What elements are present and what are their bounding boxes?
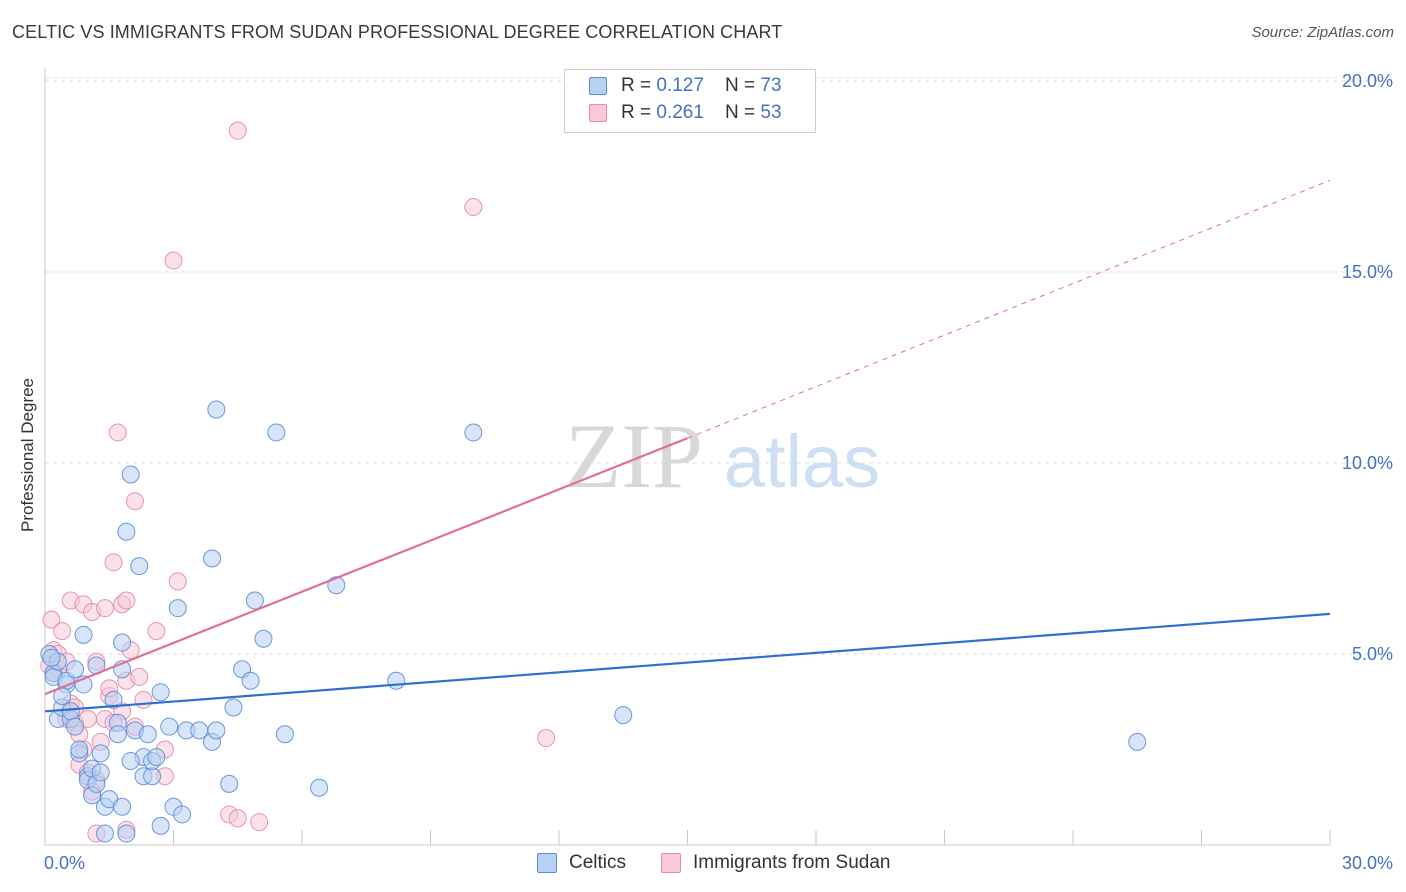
- sudan-point: [95, 599, 114, 618]
- celtics-point: [108, 725, 127, 744]
- bottom-legend-swatch-sudan: [661, 853, 681, 873]
- sudan-point: [168, 572, 187, 591]
- celtics-point: [207, 400, 226, 419]
- correlation-legend: R = 0.127 N = 73 R = 0.261 N = 53: [564, 69, 816, 133]
- celtics-point: [117, 824, 136, 843]
- celtics-point: [151, 816, 170, 835]
- y-tick-label: 15.0%: [1342, 262, 1393, 282]
- sudan-point: [104, 553, 123, 572]
- celtics-point: [245, 591, 264, 610]
- y-tick-label: 20.0%: [1342, 71, 1393, 91]
- celtics-point: [203, 549, 222, 568]
- celtics-point: [121, 465, 140, 484]
- watermark-zip: ZIP: [565, 405, 703, 507]
- celtics-point: [74, 625, 93, 644]
- celtics-trend-line: [44, 612, 1331, 713]
- legend-swatch-sudan: [589, 104, 607, 122]
- legend-text-celtics: R = 0.127 N = 73: [621, 75, 782, 96]
- sudan-point: [164, 251, 183, 270]
- sudan-point: [108, 423, 127, 442]
- celtics-point: [91, 744, 110, 763]
- sudan-point: [125, 492, 144, 511]
- celtics-point: [327, 576, 346, 595]
- celtics-point: [173, 805, 192, 824]
- tick-labels: 5.0% 10.0% 15.0% 20.0% 0.0% 30.0%: [44, 71, 1393, 873]
- celtics-point: [130, 557, 149, 576]
- celtics-point: [147, 748, 166, 767]
- celtics-point: [113, 797, 132, 816]
- trend-lines: [44, 179, 1331, 713]
- bottom-legend-label-celtics: Celtics: [569, 852, 627, 873]
- celtics-point: [267, 423, 286, 442]
- watermark-atlas: atlas: [724, 420, 880, 503]
- sudan-point: [117, 591, 136, 610]
- celtics-point: [254, 629, 273, 648]
- celtics-point: [113, 633, 132, 652]
- sudan-point: [228, 809, 247, 828]
- celtics-point: [464, 423, 483, 442]
- celtics-point: [1128, 732, 1147, 751]
- bottom-legend-swatch-celtics: [537, 853, 557, 873]
- celtics-point: [117, 522, 136, 541]
- legend-swatch-celtics: [589, 77, 607, 95]
- source-label: Source: ZipAtlas.com: [1251, 24, 1394, 41]
- sudan-point: [537, 729, 556, 748]
- axes: [44, 68, 1331, 846]
- legend-text-sudan: R = 0.261 N = 53: [621, 102, 782, 123]
- x-tick-label: 30.0%: [1342, 853, 1393, 873]
- celtics-point: [143, 767, 162, 786]
- celtics-point: [387, 671, 406, 690]
- celtics-point: [42, 648, 61, 667]
- celtics-point: [121, 751, 140, 770]
- celtics-point: [151, 683, 170, 702]
- sudan-point: [250, 813, 269, 832]
- sudan-point: [42, 610, 61, 629]
- celtics-point: [104, 690, 123, 709]
- celtics-point: [275, 725, 294, 744]
- grid: [45, 77, 1392, 655]
- y-tick-label: 5.0%: [1352, 644, 1393, 664]
- sudan-point: [228, 121, 247, 140]
- celtics-point: [65, 660, 84, 679]
- sudan-trend-line: [44, 437, 688, 696]
- celtics-point: [224, 698, 243, 717]
- sudan-point: [134, 690, 153, 709]
- bottom-legend-label-sudan: Immigrants from Sudan: [693, 852, 891, 873]
- sudan-point: [464, 198, 483, 217]
- sudan-point: [53, 622, 72, 641]
- celtics-point: [168, 599, 187, 618]
- sudan-point: [130, 667, 149, 686]
- data-points: [40, 121, 1147, 843]
- celtics-point: [220, 774, 239, 793]
- sudan-point: [147, 622, 166, 641]
- celtics-point: [95, 824, 114, 843]
- celtics-point: [70, 740, 89, 759]
- sudan-trend-extension: [687, 179, 1331, 439]
- celtics-point: [207, 721, 226, 740]
- celtics-point: [310, 778, 329, 797]
- y-tick-label: 10.0%: [1342, 453, 1393, 473]
- celtics-point: [61, 702, 80, 721]
- celtics-point: [65, 717, 84, 736]
- celtics-point: [160, 717, 179, 736]
- celtics-point: [241, 671, 260, 690]
- x-tick-label: 0.0%: [44, 853, 85, 873]
- celtics-point: [91, 763, 110, 782]
- chart-title: CELTIC VS IMMIGRANTS FROM SUDAN PROFESSI…: [12, 22, 783, 42]
- celtics-point: [138, 725, 157, 744]
- celtics-point: [614, 706, 633, 725]
